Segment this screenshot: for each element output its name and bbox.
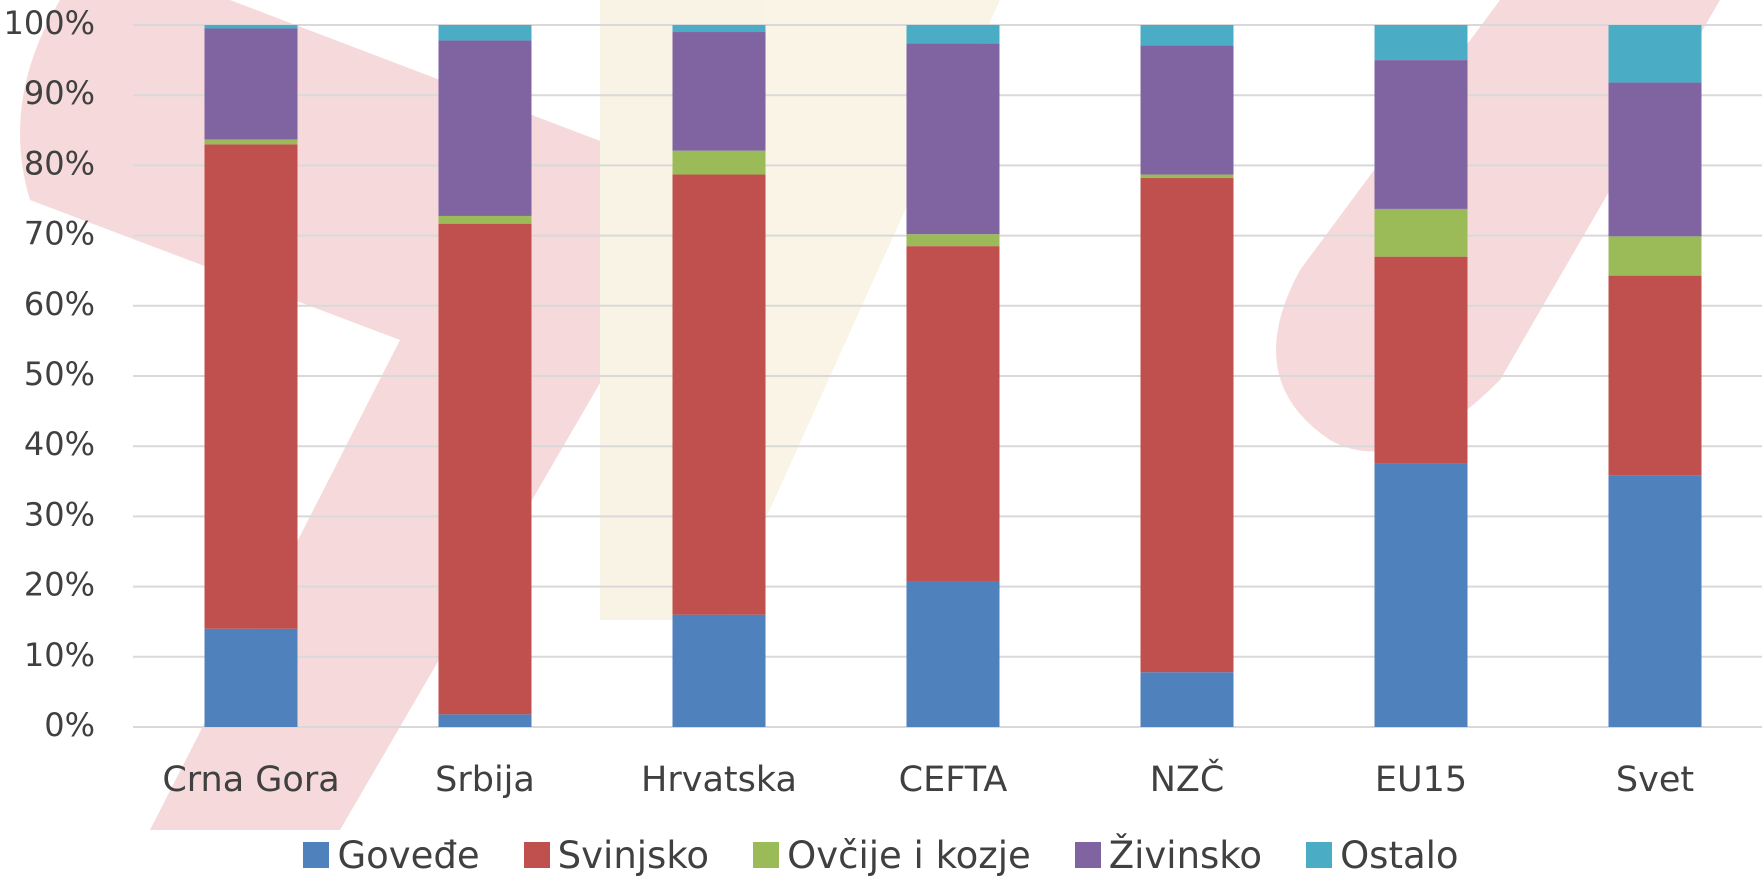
y-tick-label: 40%: [24, 425, 95, 463]
bar-segment: [1141, 45, 1234, 174]
y-tick-label: 0%: [44, 706, 95, 744]
legend-swatch: [303, 842, 329, 868]
bar-segment: [673, 32, 766, 151]
bar-segment: [205, 629, 298, 727]
legend-swatch: [753, 842, 779, 868]
y-tick-label: 100%: [4, 4, 95, 42]
x-tick-label: CEFTA: [899, 760, 1008, 800]
x-tick-label: Srbija: [435, 760, 535, 800]
bar-segment: [907, 25, 1000, 43]
y-tick-label: 90%: [24, 74, 95, 112]
legend-swatch: [1306, 842, 1332, 868]
x-tick-label: Svet: [1616, 760, 1694, 800]
legend-item: Ovčije i kozje: [753, 834, 1031, 877]
bar-segment: [1141, 175, 1234, 179]
bar-segment: [439, 25, 532, 40]
bar-segment: [1609, 25, 1702, 83]
bar-segment: [439, 40, 532, 216]
y-tick-label: 50%: [24, 355, 95, 393]
bar-segment: [205, 25, 298, 29]
bar-segment: [205, 29, 298, 140]
bar-segment: [907, 43, 1000, 234]
y-tick-label: 70%: [24, 215, 95, 253]
bar-segment: [439, 216, 532, 224]
bar-segment: [1609, 236, 1702, 275]
bar-segment: [1141, 672, 1234, 727]
bar-segment: [907, 581, 1000, 727]
bar-segment: [205, 144, 298, 628]
bar-segment: [1609, 476, 1702, 727]
bar-segment: [205, 139, 298, 144]
x-tick-label: Hrvatska: [641, 760, 797, 800]
bar-segment: [1375, 25, 1468, 60]
legend-label: Ostalo: [1340, 834, 1459, 877]
bar-segment: [1375, 257, 1468, 463]
bar-segment: [907, 246, 1000, 581]
bar-segment: [439, 714, 532, 727]
bar-segment: [907, 234, 1000, 246]
legend-swatch: [524, 842, 550, 868]
bar-segment: [673, 25, 766, 32]
legend-label: Goveđe: [337, 834, 479, 877]
bar-segment: [673, 615, 766, 727]
bar-segment: [1375, 209, 1468, 257]
y-tick-label: 60%: [24, 285, 95, 323]
bar-segment: [1141, 178, 1234, 672]
y-tick-label: 20%: [24, 566, 95, 604]
legend-item: Živinsko: [1075, 834, 1262, 877]
chart-svg: 0% 10% 20% 30% 40% 50% 60% 70% 80% 90% 100% Crna Go…: [0, 0, 1762, 830]
legend-item: Svinjsko: [524, 834, 709, 877]
y-tick-label: 30%: [24, 495, 95, 533]
bar-segment: [673, 151, 766, 175]
x-tick-label: EU15: [1375, 760, 1467, 800]
watermark-shape: [20, 0, 678, 830]
legend-item: Goveđe: [303, 834, 479, 877]
legend-label: Živinsko: [1109, 834, 1262, 877]
y-tick-label: 10%: [24, 636, 95, 674]
bar-segment: [1375, 60, 1468, 209]
legend-label: Ovčije i kozje: [787, 834, 1031, 877]
legend: Goveđe Svinjsko Ovčije i kozje Živinsko Osta…: [0, 830, 1762, 878]
chart: 0% 10% 20% 30% 40% 50% 60% 70% 80% 90% 100% Crna Go…: [0, 0, 1762, 878]
x-tick-label: NZČ: [1150, 758, 1225, 800]
bar-segment: [1141, 25, 1234, 45]
bar-segment: [1375, 463, 1468, 727]
x-tick-label: Crna Gora: [162, 760, 339, 800]
legend-swatch: [1075, 842, 1101, 868]
bar-segment: [1609, 83, 1702, 237]
bar-segment: [1609, 276, 1702, 476]
y-tick-label: 80%: [24, 144, 95, 182]
legend-label: Svinjsko: [558, 834, 709, 877]
bar-segment: [439, 224, 532, 715]
bar-segment: [673, 175, 766, 615]
legend-item: Ostalo: [1306, 834, 1459, 877]
